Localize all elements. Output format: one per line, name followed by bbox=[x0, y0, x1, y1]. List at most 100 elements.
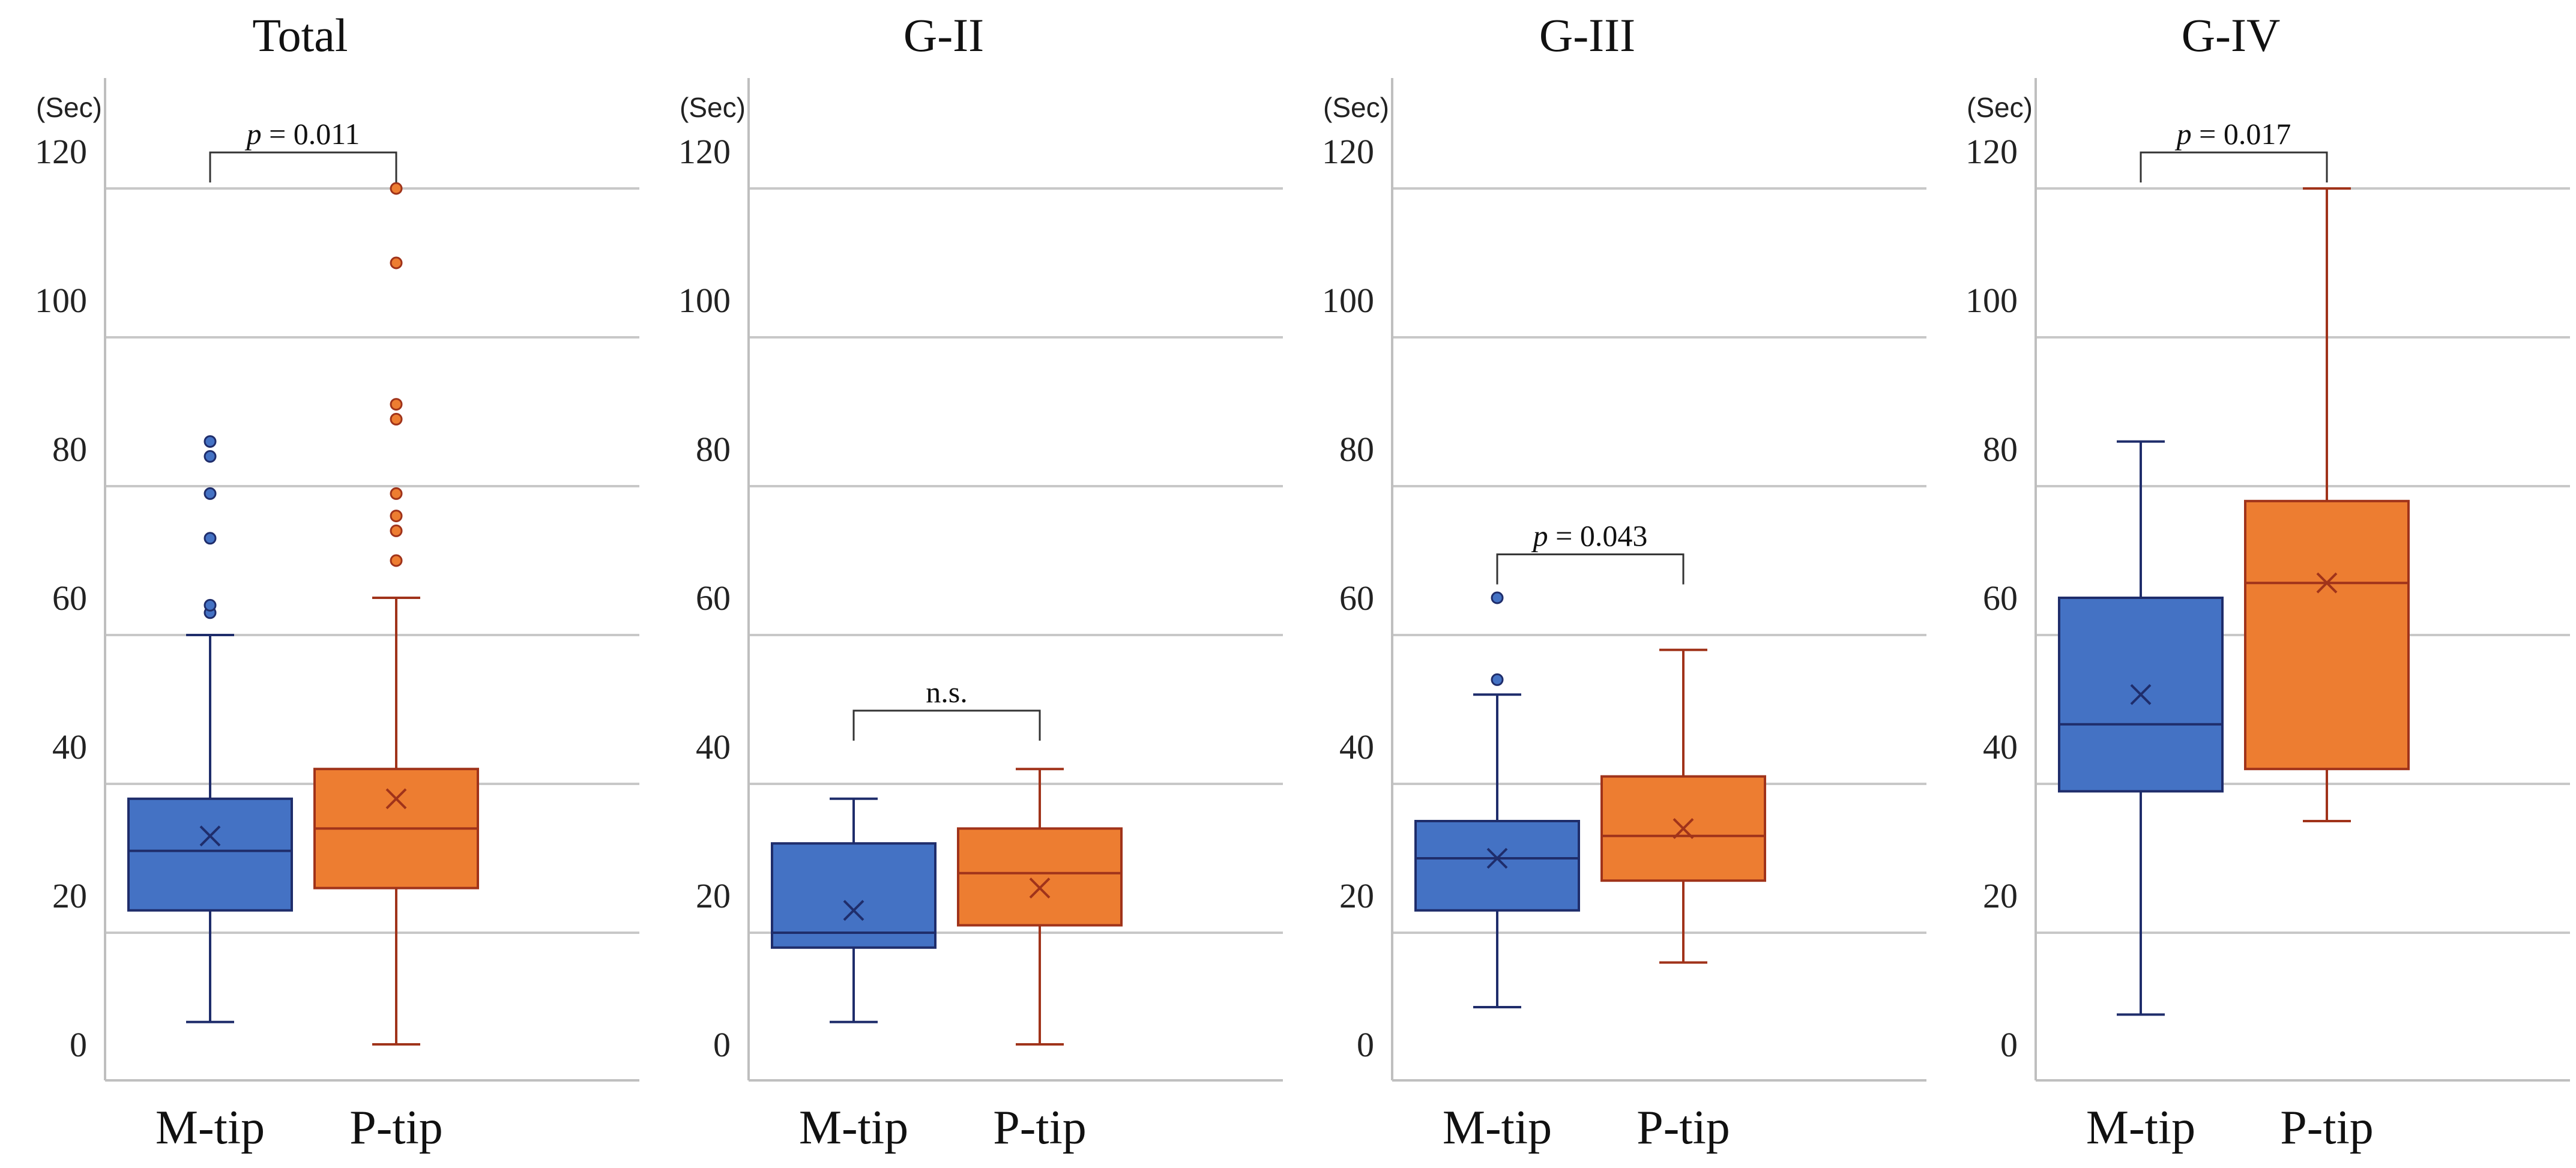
panel-title: G-III bbox=[1539, 9, 1635, 61]
box-iqr bbox=[771, 842, 937, 949]
significance-bracket bbox=[2140, 151, 2328, 182]
panel-title: Total bbox=[252, 9, 348, 61]
outlier-point bbox=[390, 554, 403, 567]
box-m-tip bbox=[1414, 591, 1580, 1008]
x-category-label: M-tip bbox=[799, 1101, 908, 1154]
box-p-tip bbox=[1600, 648, 1766, 964]
y-tick-label: 20 bbox=[52, 876, 87, 915]
y-unit-label: (Sec) bbox=[1323, 92, 1389, 123]
y-tick-label: 0 bbox=[1357, 1025, 1374, 1064]
significance-label: p = 0.017 bbox=[2175, 117, 2291, 151]
mean-marker-stroke bbox=[1029, 878, 1051, 899]
box-m-tip bbox=[127, 435, 293, 1023]
y-tick-label: 0 bbox=[713, 1025, 731, 1064]
mean-marker bbox=[1029, 878, 1051, 899]
mean-marker bbox=[1486, 847, 1508, 869]
significance-label: p = 0.011 bbox=[245, 117, 360, 151]
y-tick-label: 40 bbox=[696, 727, 731, 766]
outlier-point bbox=[204, 487, 217, 500]
y-unit-label: (Sec) bbox=[1967, 92, 2033, 123]
y-tick-label: 20 bbox=[1983, 876, 2018, 915]
mean-marker bbox=[843, 900, 864, 921]
outlier-point bbox=[390, 398, 403, 411]
mean-marker-stroke bbox=[1486, 847, 1508, 869]
y-unit-label: (Sec) bbox=[36, 92, 102, 123]
y-tick-label: 80 bbox=[52, 430, 87, 469]
mean-marker bbox=[199, 825, 221, 847]
mean-marker bbox=[2130, 684, 2152, 705]
mean-marker bbox=[1673, 817, 1694, 839]
y-tick-label: 80 bbox=[696, 430, 731, 469]
y-tick-label: 0 bbox=[2000, 1025, 2018, 1064]
box-p-tip bbox=[2244, 187, 2410, 822]
y-tick-label: 80 bbox=[1983, 430, 2018, 469]
outlier-point bbox=[1491, 673, 1504, 686]
y-tick-label: 120 bbox=[678, 132, 731, 171]
x-category-label: P-tip bbox=[349, 1101, 443, 1154]
y-unit-label: (Sec) bbox=[680, 92, 746, 123]
mean-marker-stroke bbox=[385, 788, 407, 810]
outlier-point bbox=[390, 524, 403, 537]
x-category-label: M-tip bbox=[1443, 1101, 1552, 1154]
panel-title: G-IV bbox=[2182, 9, 2281, 61]
y-tick-label: 120 bbox=[35, 132, 87, 171]
y-tick-label: 40 bbox=[52, 727, 87, 766]
panel-title: G-II bbox=[903, 9, 984, 61]
x-category-label: P-tip bbox=[2280, 1101, 2374, 1154]
x-category-label: M-tip bbox=[2086, 1101, 2195, 1154]
outlier-point bbox=[390, 182, 403, 195]
y-tick-label: 60 bbox=[1983, 579, 2018, 618]
mean-marker bbox=[385, 788, 407, 810]
box-m-tip bbox=[771, 797, 937, 1023]
box-m-tip bbox=[2058, 440, 2224, 1016]
y-tick-label: 100 bbox=[678, 281, 731, 320]
y-tick-label: 20 bbox=[1339, 876, 1374, 915]
x-category-label: P-tip bbox=[993, 1101, 1087, 1154]
outlier-point bbox=[390, 487, 403, 500]
significance-bracket bbox=[209, 151, 397, 182]
outlier-point bbox=[390, 510, 403, 523]
y-tick-label: 40 bbox=[1339, 727, 1374, 766]
y-tick-label: 20 bbox=[696, 876, 731, 915]
y-tick-label: 40 bbox=[1983, 727, 2018, 766]
outlier-point bbox=[1491, 591, 1504, 604]
significance-bracket bbox=[852, 709, 1041, 741]
box-p-tip bbox=[313, 182, 479, 1046]
significance-label: p = 0.043 bbox=[1531, 519, 1648, 553]
outlier-point bbox=[204, 435, 217, 448]
mean-marker-stroke bbox=[2316, 572, 2338, 594]
mean-marker-stroke bbox=[1673, 817, 1694, 839]
mean-marker-stroke bbox=[2130, 684, 2152, 705]
y-tick-label: 120 bbox=[1965, 132, 2018, 171]
box-p-tip bbox=[957, 768, 1123, 1046]
y-tick-label: 0 bbox=[70, 1025, 87, 1064]
y-tick-label: 60 bbox=[696, 579, 731, 618]
box-iqr bbox=[2244, 499, 2410, 771]
x-category-label: P-tip bbox=[1636, 1101, 1730, 1154]
panel-g-iii: G-III (Sec) 0 20 40 60 80 100 120 M-tip P-tip p = 0… bbox=[1322, 9, 1926, 1154]
y-tick-label: 100 bbox=[1322, 281, 1374, 320]
box-iqr bbox=[1414, 820, 1580, 912]
mean-marker bbox=[2316, 572, 2338, 594]
y-tick-label: 100 bbox=[1965, 281, 2018, 320]
mean-marker-stroke bbox=[199, 825, 221, 847]
panel-g-ii: G-II (Sec) 0 20 40 60 80 100 120 M-tip P-tip n.s. bbox=[678, 9, 1283, 1154]
outlier-point bbox=[390, 256, 403, 269]
significance-label: n.s. bbox=[926, 675, 967, 709]
y-tick-label: 100 bbox=[35, 281, 87, 320]
box-iqr bbox=[127, 797, 293, 912]
y-tick-label: 60 bbox=[52, 579, 87, 618]
y-tick-label: 60 bbox=[1339, 579, 1374, 618]
outlier-point bbox=[390, 412, 403, 426]
box-iqr bbox=[957, 827, 1123, 927]
panel-g-iv: G-IV (Sec) 0 20 40 60 80 100 120 M-tip P-tip p = 0.… bbox=[1965, 9, 2570, 1154]
outlier-point bbox=[204, 450, 217, 463]
y-tick-label: 80 bbox=[1339, 430, 1374, 469]
x-category-label: M-tip bbox=[155, 1101, 265, 1154]
panel-total: Total (Sec) 0 20 40 60 80 100 120 M-tip P-tip p = 0… bbox=[35, 9, 639, 1154]
y-tick-label: 120 bbox=[1322, 132, 1374, 171]
significance-bracket bbox=[1496, 553, 1685, 585]
mean-marker-stroke bbox=[843, 900, 864, 921]
outlier-point bbox=[204, 532, 217, 545]
